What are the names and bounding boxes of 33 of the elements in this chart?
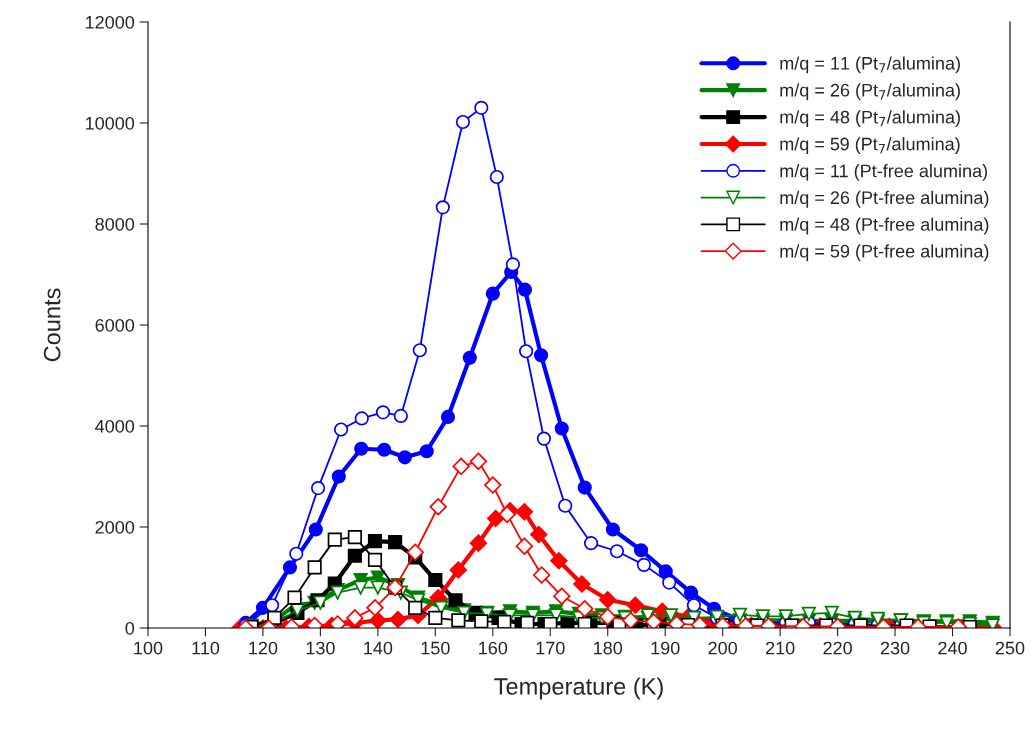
- legend-label: m/q = 48 (Pt$_{7}$/alumina): [780, 110, 960, 128]
- x-tick-label: 120: [249, 641, 278, 655]
- legend-label: m/q = 59 (Pt-free alumina): [780, 244, 989, 262]
- y-tick-label: 8000: [95, 217, 135, 231]
- x-tick-label: 250: [995, 641, 1025, 655]
- x-tick-label: 110: [192, 641, 220, 655]
- x-tick-label: 150: [421, 641, 450, 655]
- legend-label: m/q = 48 (Pt-free alumina): [780, 217, 989, 235]
- x-tick-label: 210: [765, 641, 795, 655]
- legend-label: m/q = 11 (Pt$_{7}$/alumina): [780, 56, 960, 74]
- y-tick-label: 10000: [85, 116, 135, 130]
- legend-label: m/q = 26 (Pt-free alumina): [780, 190, 989, 208]
- x-tick-label: 180: [594, 641, 623, 655]
- x-tick-label: 240: [938, 641, 967, 655]
- x-tick-label: 170: [536, 641, 565, 655]
- x-tick-label: 190: [651, 641, 680, 655]
- y-tick-label: 12000: [85, 15, 135, 29]
- x-tick-label: 140: [364, 641, 393, 655]
- y-tick-label: 0: [125, 621, 135, 635]
- x-tick-label: 220: [823, 641, 852, 655]
- x-tick-label: 200: [708, 641, 738, 655]
- y-tick-label: 2000: [95, 520, 135, 534]
- legend-label: m/q = 11 (Pt-free alumina): [780, 164, 987, 181]
- y-tick-label: 6000: [95, 318, 135, 332]
- legend-label: m/q = 59 (Pt$_{7}$/alumina): [780, 137, 960, 154]
- x-axis-title: Temperature (K): [494, 677, 663, 700]
- legend-label: m/q = 26 (Pt$_{7}$/alumina): [780, 83, 960, 101]
- x-tick-label: 160: [479, 641, 508, 655]
- y-tick-label: 4000: [95, 419, 135, 433]
- x-tick-label: 100: [134, 641, 163, 655]
- x-tick-label: 130: [306, 641, 335, 655]
- x-tick-label: 230: [880, 641, 910, 655]
- y-axis-title: Counts: [43, 288, 61, 362]
